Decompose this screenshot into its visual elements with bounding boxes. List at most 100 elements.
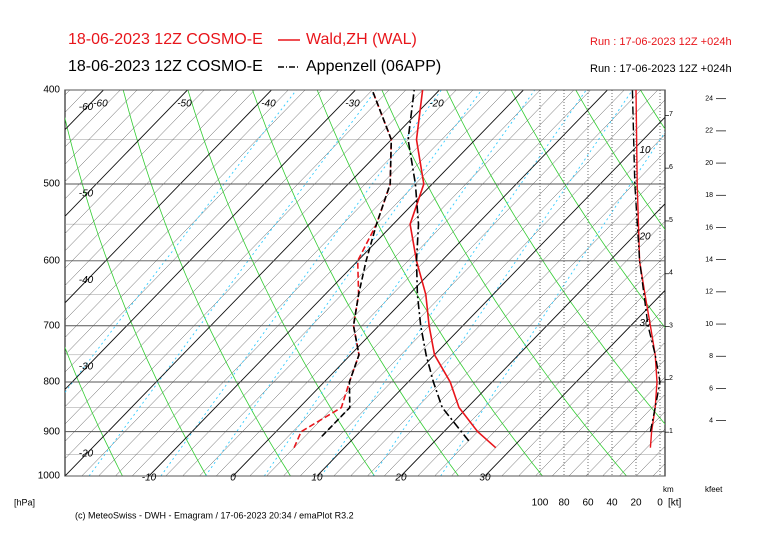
isotherm-hatch	[65, 90, 373, 408]
km-tick-label: 3	[669, 322, 673, 329]
isotherm-label: -60	[79, 102, 94, 113]
isotherm-hatch	[182, 90, 558, 476]
isotherm-hatch	[283, 90, 658, 476]
isotherm-hatch	[333, 134, 665, 476]
isotherm-label: -40	[79, 275, 94, 286]
isotherm	[65, 90, 356, 391]
kfeet-tick-label: 10	[705, 321, 713, 328]
isotherm-label: -20	[429, 99, 444, 110]
footer: (c) MeteoSwiss - DWH - Emagram / 17-06-2…	[75, 510, 354, 520]
isotherm-hatch	[468, 272, 665, 476]
km-tick-label: 7	[669, 111, 673, 118]
wind-tick-label: 100	[532, 498, 549, 509]
isotherm-hatch	[518, 324, 665, 476]
isotherm-hatch	[65, 90, 390, 425]
wind-tick-label: 60	[582, 498, 594, 509]
kfeet-tick-label: 16	[705, 224, 713, 231]
isotherm-label: -20	[79, 448, 94, 459]
isotherm-label: 30	[639, 318, 651, 329]
isotherm-label: 20	[638, 231, 651, 242]
y-tick-label: 1000	[38, 471, 61, 482]
temperature-line	[409, 89, 497, 449]
header-title: 18-06-2023 12Z COSMO-E	[68, 31, 263, 48]
kfeet-tick-label: 4	[709, 417, 713, 424]
isotherm-hatch	[65, 90, 289, 321]
isotherm-hatch	[65, 90, 322, 356]
header-title: 18-06-2023 12Z COSMO-E	[68, 58, 263, 75]
isotherm-label: -10	[142, 473, 157, 484]
kfeet-tick-label: 8	[709, 353, 713, 360]
legend-label: Appenzell (06APP)	[306, 58, 441, 75]
isotherm	[65, 90, 188, 217]
isotherm-hatch	[585, 394, 665, 476]
isotherm-hatch	[216, 90, 591, 476]
y-tick-label: 600	[43, 255, 60, 266]
isotherm-label: 10	[311, 473, 323, 484]
run-info: Run : 17-06-2023 12Z +024h	[590, 63, 732, 75]
isotherm-hatch	[65, 90, 222, 252]
kfeet-tick-label: 6	[709, 385, 713, 392]
isotherm-hatch	[65, 90, 138, 165]
isotherm-label: -40	[261, 99, 276, 110]
km-tick-label: 2	[669, 375, 673, 382]
isotherm-hatch	[434, 238, 665, 476]
y-tick-label: 500	[43, 179, 60, 190]
km-tick-label: 5	[669, 217, 673, 224]
isotherm-hatch	[65, 90, 238, 269]
isotherm-hatch	[65, 90, 154, 182]
isotherm-label: -30	[345, 99, 360, 110]
wind-tick-label: 20	[630, 498, 642, 509]
y-tick-label: 800	[43, 377, 60, 388]
wind-speed-line	[631, 89, 661, 432]
isotherm-hatch	[568, 376, 665, 476]
isotherm-hatch	[115, 90, 490, 476]
kfeet-tick-label: 18	[705, 192, 713, 199]
isotherm-hatch	[65, 90, 339, 373]
legend-label: Wald,ZH (WAL)	[306, 31, 417, 48]
isotherm-hatch	[65, 90, 306, 338]
isotherm-hatch	[165, 90, 541, 476]
isotherm	[316, 116, 665, 476]
isotherm-hatch	[65, 90, 171, 200]
wind-tick-label: 40	[606, 498, 618, 509]
isotherm-label: -50	[79, 189, 94, 200]
wind-unit: [kt]	[668, 498, 682, 509]
isotherm	[65, 90, 440, 476]
y-tick-label: 900	[43, 426, 60, 437]
isotherm-hatch	[199, 90, 574, 476]
isotherm-hatch	[65, 90, 255, 286]
km-tick-label: 1	[669, 428, 673, 435]
isotherm-hatch	[602, 411, 665, 476]
km-tick-label: 4	[669, 270, 673, 277]
kfeet-tick-label: 22	[705, 128, 713, 135]
isotherm-label: 20	[394, 473, 407, 484]
kfeet-tick-label: 20	[705, 160, 713, 167]
isotherm-hatch	[132, 90, 507, 476]
km-label: km	[663, 485, 674, 494]
isotherm-label: -30	[79, 362, 94, 373]
kfeet-tick-label: 12	[705, 289, 713, 296]
isotherm-label: 30	[479, 473, 491, 484]
isotherm-hatch	[535, 342, 665, 476]
wind-tick-label: 0	[657, 498, 663, 509]
isotherm-hatch	[65, 90, 406, 442]
y-axis-label: [hPa]	[14, 497, 35, 507]
km-tick-label: 6	[669, 164, 673, 171]
y-tick-label: 400	[43, 85, 60, 96]
isotherm-hatch	[451, 255, 665, 476]
wind-tick-label: 80	[558, 498, 570, 509]
kfeet-tick-label: 14	[705, 257, 713, 264]
kfeet-tick-label: 24	[705, 96, 713, 103]
isotherm	[484, 289, 665, 476]
y-tick-label: 700	[43, 320, 60, 331]
isotherm-hatch	[81, 90, 457, 476]
isotherm-label: -50	[177, 99, 192, 110]
isotherm-hatch	[266, 90, 642, 476]
isotherm-hatch	[65, 90, 423, 460]
isotherm	[232, 90, 608, 476]
isotherm-label: 10	[639, 145, 651, 156]
kfeet-label: kfeet	[705, 485, 723, 494]
isotherm-label: 0	[230, 473, 236, 484]
isotherm	[148, 90, 524, 476]
